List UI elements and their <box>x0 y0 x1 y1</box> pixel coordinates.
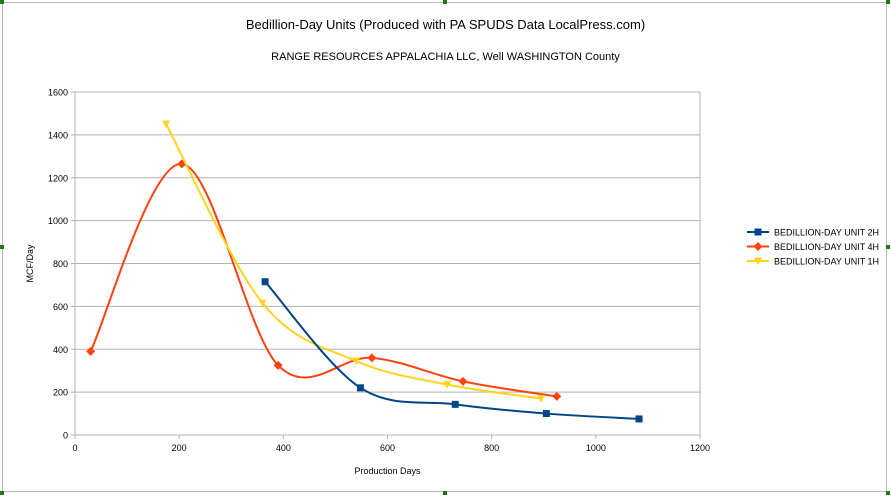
y-tick-label: 1400 <box>48 130 68 140</box>
data-point <box>261 278 269 286</box>
data-point <box>635 415 643 423</box>
legend-entry: BEDILLION-DAY UNIT 2H <box>774 228 879 238</box>
y-tick-label: 1200 <box>48 173 68 183</box>
x-tick-label: 1200 <box>690 443 710 453</box>
selection-handle[interactable] <box>0 0 4 4</box>
x-tick-label: 1000 <box>586 443 606 453</box>
series-line <box>264 281 640 420</box>
data-point <box>458 376 468 386</box>
data-point <box>443 381 452 389</box>
y-tick-label: 1600 <box>48 88 68 98</box>
data-point <box>542 410 550 418</box>
data-point <box>352 357 361 366</box>
x-tick-label: 0 <box>72 443 77 453</box>
x-tick-label: 400 <box>276 443 291 453</box>
chart-subtitle: RANGE RESOURCES APPALACHIA LLC, Well WAS… <box>271 51 620 63</box>
x-tick-label: 600 <box>380 443 395 453</box>
data-point <box>273 360 283 370</box>
data-point <box>552 391 562 401</box>
y-tick-label: 600 <box>53 302 68 312</box>
legend-marker <box>753 242 763 251</box>
data-point <box>258 299 267 308</box>
selection-handle[interactable] <box>886 491 890 495</box>
legend-entry: BEDILLION-DAY UNIT 1H <box>774 257 879 267</box>
x-tick-label: 200 <box>172 443 187 453</box>
selection-handle[interactable] <box>886 0 890 4</box>
plot-area <box>74 91 701 436</box>
data-point <box>356 384 364 392</box>
selection-handle[interactable] <box>443 491 447 495</box>
y-axis-label: MCF/Day <box>25 244 35 282</box>
y-tick-label: 200 <box>53 388 68 398</box>
x-axis-label: Production Days <box>354 466 421 476</box>
y-tick-label: 1000 <box>48 216 68 226</box>
x-tick-label: 800 <box>484 443 499 453</box>
data-point <box>537 395 546 403</box>
y-tick-label: 800 <box>53 259 68 269</box>
legend-marker <box>754 228 762 236</box>
chart-title: Bedillion-Day Units (Produced with PA SP… <box>245 17 646 32</box>
data-point <box>162 120 171 129</box>
series-line <box>165 123 542 400</box>
legend-entry: BEDILLION-DAY UNIT 4H <box>774 242 879 252</box>
y-tick-label: 0 <box>63 431 68 441</box>
selection-handle[interactable] <box>0 245 4 249</box>
selection-handle[interactable] <box>886 245 890 249</box>
data-point <box>451 400 459 408</box>
data-point <box>367 353 377 363</box>
y-tick-label: 400 <box>53 345 68 355</box>
selection-handle[interactable] <box>443 0 447 4</box>
legend-marker <box>754 257 762 265</box>
data-point <box>86 346 96 356</box>
series-line <box>89 162 557 398</box>
selection-handle[interactable] <box>0 491 4 495</box>
